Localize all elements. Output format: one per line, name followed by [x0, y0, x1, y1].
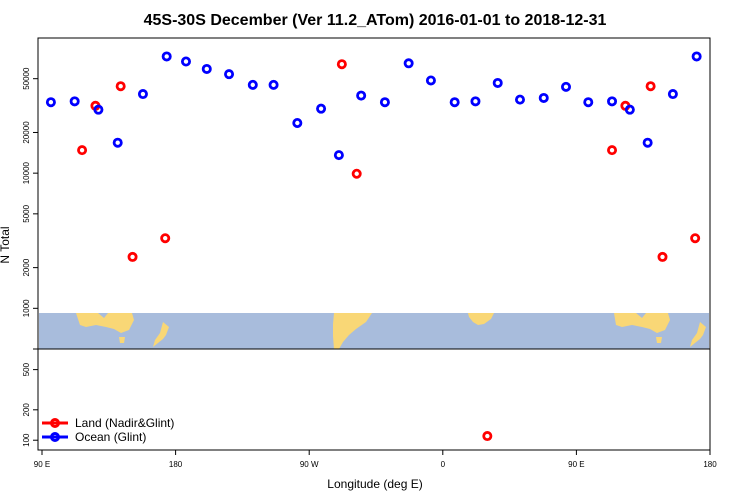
land-data-point [657, 251, 668, 262]
ocean-data-point [403, 58, 414, 69]
legend-ocean-label: Ocean (Glint) [75, 430, 146, 444]
ocean-data-point [470, 96, 481, 107]
australia-landmass [76, 313, 134, 333]
legend-land-marker [50, 418, 60, 428]
y-tick-label: 1000 [22, 299, 31, 317]
y-tick-label: 50000 [22, 67, 31, 90]
ocean-data-point [514, 94, 525, 105]
y-tick-label: 5000 [22, 204, 31, 222]
ocean-data-point [691, 51, 702, 62]
new-zealand-landmass [153, 322, 169, 347]
map-strip [39, 313, 709, 349]
south-america-landmass [333, 313, 372, 349]
y-tick-label: 500 [22, 362, 31, 376]
y-tick-label: 20000 [22, 121, 31, 144]
ocean-data-point [201, 63, 212, 74]
land-data-point [482, 431, 493, 442]
legend: Land (Nadir&Glint) Ocean (Glint) [42, 416, 174, 444]
x-tick-label: 90 W [300, 460, 319, 469]
ocean-data-point [561, 81, 572, 92]
land-data-point [160, 233, 171, 244]
ocean-data-point [292, 118, 303, 129]
ocean-background [39, 313, 709, 349]
y-axis-label: N Total [0, 226, 12, 263]
upper-panel-frame [37, 37, 711, 350]
land-data-point [607, 145, 618, 156]
tasmania-landmass [119, 337, 125, 343]
ocean-data-point [93, 104, 104, 115]
x-tick-label: 0 [441, 460, 446, 469]
chart-title: 45S-30S December (Ver 11.2_ATom) 2016-01… [144, 12, 607, 29]
lower-y-axis: 100 200 500 [22, 362, 38, 447]
ocean-data-point [642, 137, 653, 148]
land-data-point [336, 59, 347, 70]
australia-landmass-repeat [614, 313, 670, 333]
upper-y-axis: 1000 2000 5000 10000 20000 50000 [22, 67, 38, 350]
new-zealand-landmass-repeat [690, 322, 706, 347]
ocean-data-point [45, 97, 56, 108]
x-axis: 90 E 180 90 W 0 90 E 180 [34, 450, 717, 469]
y-tick-label: 100 [22, 433, 31, 447]
land-data-point [645, 81, 656, 92]
south-africa-landmass [468, 313, 494, 325]
data-points [45, 51, 702, 442]
ocean-data-point [161, 51, 172, 62]
x-tick-label: 180 [169, 460, 183, 469]
x-axis-label: Longitude (deg E) [327, 477, 422, 491]
x-tick-label: 90 E [568, 460, 584, 469]
ocean-data-point [69, 96, 80, 107]
ocean-data-point [583, 97, 594, 108]
x-tick-label: 180 [703, 460, 717, 469]
legend-land-label: Land (Nadir&Glint) [75, 416, 174, 430]
ocean-data-point [316, 103, 327, 114]
ocean-data-point [667, 89, 678, 100]
ocean-data-point [425, 75, 436, 86]
land-data-point [690, 233, 701, 244]
legend-ocean-marker [50, 432, 60, 442]
land-data-point [127, 251, 138, 262]
tasmania-landmass-repeat [656, 337, 662, 343]
ocean-data-point [356, 90, 367, 101]
ocean-data-point [538, 92, 549, 103]
ocean-data-point [224, 69, 235, 80]
y-tick-label: 10000 [22, 161, 31, 184]
ocean-data-point [607, 96, 618, 107]
ocean-data-point [180, 56, 191, 67]
ocean-data-point [492, 77, 503, 88]
y-tick-label: 2000 [22, 258, 31, 276]
ocean-data-point [137, 89, 148, 100]
land-data-point [351, 168, 362, 179]
ocean-data-point [624, 104, 635, 115]
ocean-data-point [112, 137, 123, 148]
y-tick-label: 200 [22, 403, 31, 417]
ocean-data-point [379, 97, 390, 108]
ocean-data-point [449, 97, 460, 108]
land-masses [76, 313, 706, 349]
ocean-data-point [247, 79, 258, 90]
ocean-data-point [268, 79, 279, 90]
ocean-data-point [333, 150, 344, 161]
lower-panel-frame [37, 348, 711, 451]
x-tick-label: 90 E [34, 460, 50, 469]
land-data-point [77, 145, 88, 156]
land-data-point [115, 81, 126, 92]
